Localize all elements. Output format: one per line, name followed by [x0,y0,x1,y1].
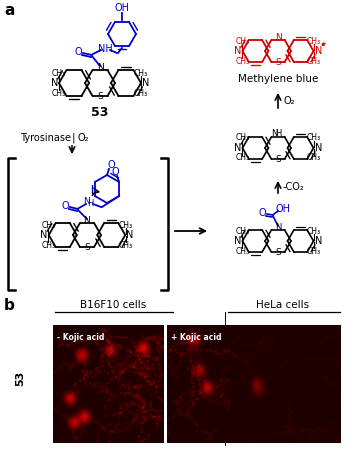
Text: N: N [142,78,149,88]
Text: H: H [87,198,93,207]
Text: CH₃: CH₃ [235,154,249,163]
Text: CH₃: CH₃ [235,226,249,236]
Text: CH₃: CH₃ [235,37,249,45]
Text: O: O [258,208,266,218]
Text: •: • [319,39,326,49]
Text: CH₃: CH₃ [306,226,320,236]
Text: OH: OH [114,3,130,13]
Text: CH₃: CH₃ [52,88,66,97]
Text: N: N [51,78,58,88]
Text: Methylene blue: Methylene blue [238,74,318,84]
Text: CH₃: CH₃ [235,57,249,66]
Text: N: N [83,198,89,207]
Text: CH₃: CH₃ [306,134,320,143]
Text: CH₃: CH₃ [306,154,320,163]
Text: -CO₂: -CO₂ [283,182,305,192]
Text: N: N [275,223,281,232]
Text: CH₃: CH₃ [306,37,320,45]
Text: N: N [315,46,322,56]
Text: N: N [275,33,282,42]
Text: CH₃: CH₃ [235,134,249,143]
Text: O: O [74,47,82,57]
Text: a: a [4,3,14,18]
Text: S: S [97,92,103,101]
Text: +: + [320,40,327,47]
Text: N: N [234,46,242,56]
Text: CH₃: CH₃ [118,241,132,250]
Text: CH₃: CH₃ [306,246,320,255]
Text: NH: NH [98,44,112,54]
Text: CH₃: CH₃ [52,68,66,77]
Text: CH₃: CH₃ [235,246,249,255]
Text: S: S [275,155,281,164]
Text: |: | [72,133,76,143]
Text: O: O [107,160,115,170]
Text: O: O [61,201,69,211]
Text: S: S [275,58,281,67]
Text: N: N [40,230,48,240]
Text: H: H [275,129,281,138]
Text: CH₃: CH₃ [118,221,132,230]
Text: N: N [234,143,242,153]
Text: N: N [315,236,322,246]
Text: B16F10 cells: B16F10 cells [80,300,146,310]
Text: CH₃: CH₃ [42,221,56,230]
Text: N: N [96,63,103,72]
Text: 53: 53 [15,371,25,386]
Text: OH: OH [275,204,291,214]
Text: N: N [234,236,242,246]
Text: O: O [111,167,119,177]
Text: CH₃: CH₃ [306,57,320,66]
Text: S: S [84,243,90,252]
Text: CH₃: CH₃ [134,88,148,97]
Text: O₂: O₂ [283,96,294,106]
Text: HeLa cells: HeLa cells [256,300,310,310]
Text: S: S [275,248,281,257]
Text: - Kojic acid: - Kojic acid [57,333,104,342]
Text: Tyrosinase: Tyrosinase [20,133,71,143]
Text: N: N [315,143,322,153]
Text: CH₃: CH₃ [134,68,148,77]
Text: N: N [271,129,277,138]
Text: O₂: O₂ [77,133,89,143]
Text: CH₃: CH₃ [42,241,56,250]
Text: 53: 53 [91,106,109,119]
Text: b: b [4,298,15,313]
Text: + Kojic acid: + Kojic acid [171,333,221,342]
Text: N: N [126,230,134,240]
Text: N: N [84,216,90,225]
